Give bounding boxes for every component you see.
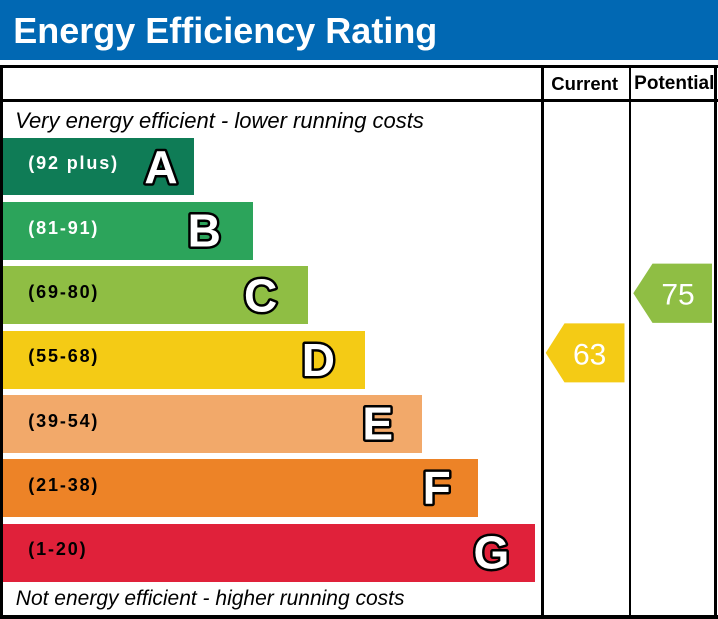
svg-text:75: 75 [661,278,694,311]
svg-text:A: A [144,141,177,193]
svg-text:D: D [302,334,335,386]
svg-text:63: 63 [573,338,606,371]
svg-text:C: C [244,270,277,322]
svg-text:F: F [423,461,451,513]
svg-text:G: G [474,527,510,579]
svg-text:B: B [188,205,221,257]
svg-text:E: E [362,397,393,449]
